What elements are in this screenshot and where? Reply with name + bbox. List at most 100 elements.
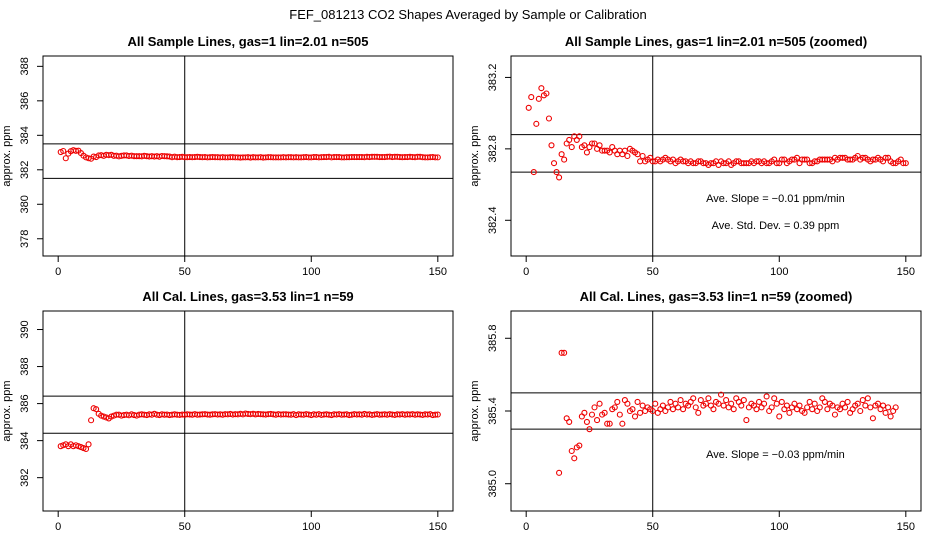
data-point xyxy=(588,411,596,418)
data-point xyxy=(882,409,889,416)
data-point xyxy=(786,409,793,416)
data-point xyxy=(796,402,803,409)
data-point xyxy=(707,160,714,167)
data-point xyxy=(793,154,801,161)
data-point xyxy=(530,169,537,176)
data-point xyxy=(743,160,750,167)
panel-title: All Cal. Lines, gas=3.53 lin=1 n=59 (zoo… xyxy=(580,289,853,304)
data-point xyxy=(783,402,790,409)
data-point xyxy=(566,418,573,425)
panel-cal-lines-zoomed: All Cal. Lines, gas=3.53 lin=1 n=59 (zoo… xyxy=(469,289,922,533)
data-point xyxy=(867,404,874,411)
data-point xyxy=(616,411,623,418)
data-point xyxy=(847,156,854,163)
data-point xyxy=(621,147,628,154)
panel-title: All Sample Lines, gas=1 lin=2.01 n=505 xyxy=(128,34,369,49)
data-point xyxy=(525,104,532,111)
data-point xyxy=(824,156,831,163)
data-point xyxy=(902,160,909,167)
data-point xyxy=(900,160,907,167)
data-point xyxy=(548,142,555,149)
data-point xyxy=(733,158,740,165)
x-tick-label: 100 xyxy=(770,521,788,533)
x-tick-label: 50 xyxy=(179,521,191,533)
data-point xyxy=(768,404,775,411)
data-point xyxy=(771,395,778,402)
data-point xyxy=(568,447,575,455)
data-point xyxy=(586,426,593,433)
data-point xyxy=(528,94,535,101)
data-point xyxy=(720,402,727,409)
data-point xyxy=(85,155,92,162)
data-point xyxy=(639,402,646,409)
y-tick-label: 386 xyxy=(19,92,31,110)
y-tick-label: 382.4 xyxy=(487,207,499,235)
panel-cal-lines: All Cal. Lines, gas=3.53 lin=1 n=59 appr… xyxy=(1,289,454,533)
data-point xyxy=(535,95,542,102)
x-tick-label: 0 xyxy=(55,266,61,278)
data-point xyxy=(72,147,79,154)
y-tick-label: 380 xyxy=(19,195,31,213)
y-tick-label: 385.8 xyxy=(487,325,499,353)
y-tick-label: 385.4 xyxy=(487,397,499,425)
data-point xyxy=(591,140,598,147)
data-point xyxy=(831,411,839,418)
data-point xyxy=(596,142,603,149)
x-tick-label: 50 xyxy=(179,266,191,278)
data-point xyxy=(740,397,747,404)
data-point xyxy=(862,402,869,409)
data-point xyxy=(652,400,659,407)
y-tick-label: 388 xyxy=(19,357,31,375)
data-point xyxy=(606,420,613,427)
panel-title: All Sample Lines, gas=1 lin=2.01 n=505 (… xyxy=(565,34,867,49)
x-tick-label: 100 xyxy=(302,266,320,278)
data-point xyxy=(804,404,811,411)
data-point xyxy=(788,156,795,163)
data-point xyxy=(730,406,737,413)
data-point xyxy=(718,391,725,398)
y-tick-label: 384 xyxy=(19,431,31,449)
data-point xyxy=(624,400,631,407)
data-point xyxy=(743,417,750,424)
y-tick-label: 385.0 xyxy=(487,470,499,498)
annotation-std-dev: Ave. Std. Dev. = 0.39 ppm xyxy=(712,220,840,232)
data-point xyxy=(720,160,727,167)
data-point xyxy=(674,404,682,411)
y-tick-label: 383.2 xyxy=(487,64,499,92)
data-point xyxy=(432,154,439,161)
data-point xyxy=(723,397,730,404)
panel-sample-lines-zoomed: All Sample Lines, gas=1 lin=2.01 n=505 (… xyxy=(469,34,922,278)
data-point xyxy=(432,411,439,418)
data-point xyxy=(558,151,565,158)
data-point xyxy=(824,406,831,413)
annotation-slope: Ave. Slope = −0.03 ppm/min xyxy=(706,449,845,461)
data-point xyxy=(543,90,550,97)
data-point xyxy=(811,158,818,165)
data-point xyxy=(778,156,785,163)
x-tick-label: 150 xyxy=(429,266,447,278)
data-point xyxy=(773,400,780,407)
data-point xyxy=(568,144,575,151)
x-tick-label: 150 xyxy=(897,266,915,278)
y-axis-label: approx. ppm xyxy=(1,125,13,186)
y-tick-label: 386 xyxy=(19,394,31,412)
data-point xyxy=(801,409,808,416)
data-point xyxy=(649,407,656,415)
y-tick-label: 384 xyxy=(19,126,31,144)
figure-title: FEF_081213 CO2 Shapes Averaged by Sample… xyxy=(289,7,646,22)
data-point xyxy=(596,400,603,407)
data-point xyxy=(434,411,441,418)
x-tick-label: 150 xyxy=(429,521,447,533)
data-point xyxy=(583,149,590,156)
data-point xyxy=(561,349,568,356)
data-point xyxy=(885,404,892,411)
data-point xyxy=(882,154,889,161)
data-point xyxy=(879,402,887,409)
data-point xyxy=(755,398,763,405)
data-point xyxy=(874,400,882,407)
y-axis-label: approx. ppm xyxy=(1,380,13,441)
data-point xyxy=(604,420,611,427)
data-point xyxy=(649,158,656,165)
plot-frame xyxy=(42,310,454,512)
data-point xyxy=(680,158,687,165)
